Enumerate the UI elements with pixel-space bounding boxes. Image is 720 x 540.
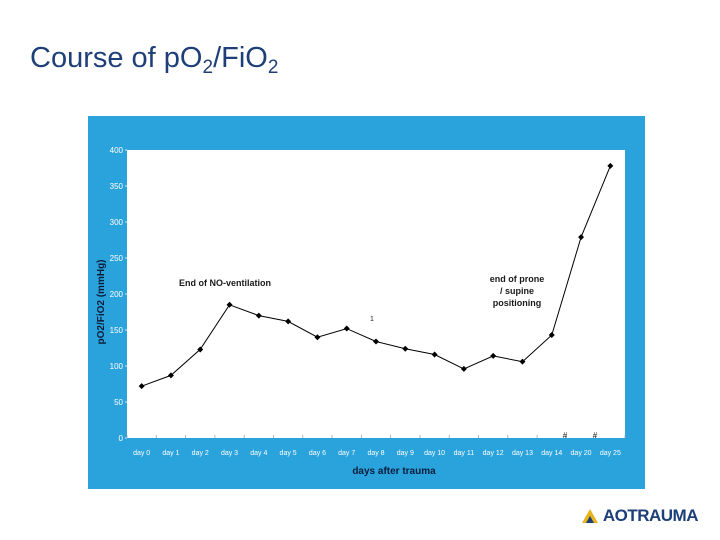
x-tick-label: day 10 xyxy=(424,450,445,457)
x-tick-label: day 14 xyxy=(541,450,562,457)
title-main: Course of pO xyxy=(30,42,203,74)
x-tick-label: day 11 xyxy=(454,450,475,457)
plot-area xyxy=(127,150,625,438)
data-point xyxy=(138,383,145,390)
data-point xyxy=(519,358,526,365)
aotrauma-logo: AOTRAUMA xyxy=(581,506,699,526)
annotation-hash-day14: # xyxy=(563,431,568,440)
line-chart: 0 50 100 150 200 250 300 350 400 day 0 day 1 day 2 d… xyxy=(96,146,626,477)
y-tick-label: 100 xyxy=(110,362,124,371)
data-point xyxy=(226,301,233,308)
data-point xyxy=(402,345,409,352)
data-point xyxy=(578,234,585,241)
x-axis-label: days after trauma xyxy=(352,466,436,477)
x-tick-label: day 12 xyxy=(483,450,504,457)
x-tick-label: day 0 xyxy=(133,450,150,457)
annotation-prone-supine-line: / supine xyxy=(500,286,534,296)
data-point xyxy=(460,365,467,372)
ao-logo-icon xyxy=(581,509,598,523)
x-tick-label: day 2 xyxy=(192,450,209,457)
title-mid: /FiO xyxy=(213,42,268,74)
data-point xyxy=(197,346,204,353)
x-tick-label: day 25 xyxy=(600,450,621,457)
annotation-no-ventilation: End of NO-ventilation xyxy=(179,278,271,288)
annotation-marker-1: 1 xyxy=(370,316,374,323)
annotation-prone-supine-line: end of prone xyxy=(490,274,545,284)
y-tick-label: 300 xyxy=(110,218,124,227)
title-sub-2: 2 xyxy=(267,57,279,78)
x-tick-label: day 6 xyxy=(309,450,326,457)
data-point xyxy=(314,334,321,341)
title-sub-1: 2 xyxy=(202,57,214,78)
data-point xyxy=(343,325,350,332)
data-point xyxy=(285,318,292,325)
annotation-prone-supine: end of prone / supine positioning xyxy=(490,274,545,308)
y-tick-label: 200 xyxy=(110,290,124,299)
data-point xyxy=(167,372,174,379)
annotation-prone-supine-line: positioning xyxy=(493,298,542,308)
data-point xyxy=(548,332,555,339)
y-tick-label: 150 xyxy=(110,326,124,335)
y-tick-label: 0 xyxy=(119,434,124,443)
y-tick-label: 400 xyxy=(110,146,124,155)
y-axis-label: pO2/FiO2 (mmHg) xyxy=(96,259,107,344)
y-tick-label: 250 xyxy=(110,254,124,263)
data-point xyxy=(255,312,262,319)
chart-panel: 0 50 100 150 200 250 300 350 400 day 0 day 1 day 2 d… xyxy=(88,116,645,489)
data-point xyxy=(431,351,438,358)
data-point xyxy=(373,338,379,345)
x-tick-label: day 3 xyxy=(221,450,238,457)
x-tick-label: day 20 xyxy=(571,450,592,457)
x-tick-label: day 1 xyxy=(162,450,179,457)
page-title: Course of pO2/FiO2 xyxy=(30,42,278,79)
x-tick-label: day 7 xyxy=(338,450,355,457)
x-tick-label: day 9 xyxy=(397,450,414,457)
x-tick-label: day 13 xyxy=(512,450,533,457)
x-tick-label: day 5 xyxy=(280,450,297,457)
y-tick-label: 50 xyxy=(114,398,123,407)
data-point xyxy=(490,352,497,359)
data-point xyxy=(607,162,614,169)
y-tick-label: 350 xyxy=(110,182,124,191)
annotation-hash-day20: # xyxy=(593,431,598,440)
x-tick-label: day 4 xyxy=(250,450,267,457)
x-tick-label: day 8 xyxy=(367,450,384,457)
logo-text: AOTRAUMA xyxy=(602,506,699,525)
